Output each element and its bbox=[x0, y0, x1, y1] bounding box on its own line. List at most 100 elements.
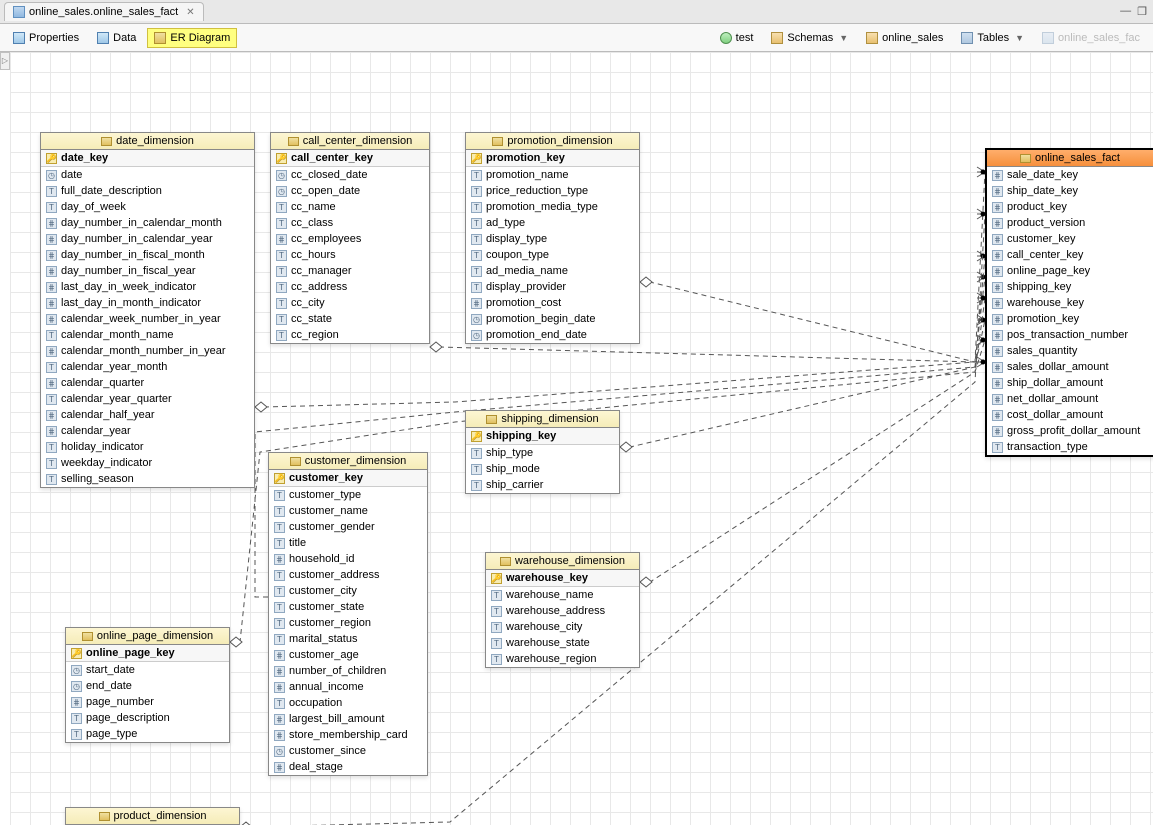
column-customer_name[interactable]: Tcustomer_name bbox=[269, 503, 427, 519]
breadcrumb-schemas[interactable]: Schemas ▼ bbox=[764, 28, 855, 48]
column-customer_type[interactable]: Tcustomer_type bbox=[269, 487, 427, 503]
close-icon[interactable]: ✕ bbox=[186, 7, 194, 18]
column-ship_dollar_amount[interactable]: ⋕ship_dollar_amount bbox=[987, 375, 1153, 391]
column-page_number[interactable]: ⋕page_number bbox=[66, 694, 229, 710]
column-deal_stage[interactable]: ⋕deal_stage bbox=[269, 759, 427, 775]
column-warehouse_state[interactable]: Twarehouse_state bbox=[486, 635, 639, 651]
column-calendar_half_year[interactable]: ⋕calendar_half_year bbox=[41, 407, 254, 423]
column-shipping_key[interactable]: 🔑shipping_key bbox=[466, 428, 619, 445]
column-selling_season[interactable]: Tselling_season bbox=[41, 471, 254, 487]
column-full_date_description[interactable]: Tfull_date_description bbox=[41, 183, 254, 199]
breadcrumb-connection[interactable]: test bbox=[713, 28, 761, 48]
column-warehouse_city[interactable]: Twarehouse_city bbox=[486, 619, 639, 635]
entity-call_center_dimension[interactable]: call_center_dimension🔑call_center_key◷cc… bbox=[270, 132, 430, 344]
column-customer_gender[interactable]: Tcustomer_gender bbox=[269, 519, 427, 535]
column-cc_hours[interactable]: Tcc_hours bbox=[271, 247, 429, 263]
column-sales_quantity[interactable]: ⋕sales_quantity bbox=[987, 343, 1153, 359]
column-promotion_key[interactable]: ⋕promotion_key bbox=[987, 311, 1153, 327]
column-sale_date_key[interactable]: ⋕sale_date_key bbox=[987, 167, 1153, 183]
column-cc_open_date[interactable]: ◷cc_open_date bbox=[271, 183, 429, 199]
breadcrumb-tables[interactable]: Tables ▼ bbox=[954, 28, 1031, 48]
column-end_date[interactable]: ◷end_date bbox=[66, 678, 229, 694]
diagram-canvas[interactable]: date_dimension🔑date_key◷dateTfull_date_d… bbox=[10, 52, 1153, 825]
column-number_of_children[interactable]: ⋕number_of_children bbox=[269, 663, 427, 679]
column-ship_type[interactable]: Tship_type bbox=[466, 445, 619, 461]
entity-product_dimension[interactable]: product_dimension🔑product_key🔑product_ve… bbox=[65, 807, 240, 825]
column-page_type[interactable]: Tpage_type bbox=[66, 726, 229, 742]
editor-tab[interactable]: online_sales.online_sales_fact ✕ bbox=[4, 2, 204, 21]
column-day_number_in_calendar_year[interactable]: ⋕day_number_in_calendar_year bbox=[41, 231, 254, 247]
column-ad_type[interactable]: Tad_type bbox=[466, 215, 639, 231]
column-calendar_quarter[interactable]: ⋕calendar_quarter bbox=[41, 375, 254, 391]
tab-properties[interactable]: Properties bbox=[6, 28, 86, 48]
entity-customer_dimension[interactable]: customer_dimension🔑customer_keyTcustomer… bbox=[268, 452, 428, 776]
column-holiday_indicator[interactable]: Tholiday_indicator bbox=[41, 439, 254, 455]
column-warehouse_name[interactable]: Twarehouse_name bbox=[486, 587, 639, 603]
column-online_page_key[interactable]: 🔑online_page_key bbox=[66, 645, 229, 662]
column-promotion_begin_date[interactable]: ◷promotion_begin_date bbox=[466, 311, 639, 327]
column-display_type[interactable]: Tdisplay_type bbox=[466, 231, 639, 247]
column-calendar_month_name[interactable]: Tcalendar_month_name bbox=[41, 327, 254, 343]
column-customer_address[interactable]: Tcustomer_address bbox=[269, 567, 427, 583]
column-ship_carrier[interactable]: Tship_carrier bbox=[466, 477, 619, 493]
entity-warehouse_dimension[interactable]: warehouse_dimension🔑warehouse_keyTwareho… bbox=[485, 552, 640, 668]
column-customer_state[interactable]: Tcustomer_state bbox=[269, 599, 427, 615]
column-customer_key[interactable]: ⋕customer_key bbox=[987, 231, 1153, 247]
column-net_dollar_amount[interactable]: ⋕net_dollar_amount bbox=[987, 391, 1153, 407]
minimize-icon[interactable]: — bbox=[1120, 5, 1131, 18]
column-pos_transaction_number[interactable]: ⋕pos_transaction_number bbox=[987, 327, 1153, 343]
column-calendar_month_number_in_year[interactable]: ⋕calendar_month_number_in_year bbox=[41, 343, 254, 359]
ruler-expand-icon[interactable]: ▷ bbox=[0, 52, 10, 70]
column-promotion_media_type[interactable]: Tpromotion_media_type bbox=[466, 199, 639, 215]
column-ship_mode[interactable]: Tship_mode bbox=[466, 461, 619, 477]
column-household_id[interactable]: ⋕household_id bbox=[269, 551, 427, 567]
column-warehouse_region[interactable]: Twarehouse_region bbox=[486, 651, 639, 667]
column-product_key[interactable]: ⋕product_key bbox=[987, 199, 1153, 215]
column-date[interactable]: ◷date bbox=[41, 167, 254, 183]
column-largest_bill_amount[interactable]: ⋕largest_bill_amount bbox=[269, 711, 427, 727]
column-cc_class[interactable]: Tcc_class bbox=[271, 215, 429, 231]
tab-data[interactable]: Data bbox=[90, 28, 143, 48]
column-call_center_key[interactable]: 🔑call_center_key bbox=[271, 150, 429, 167]
column-title[interactable]: Ttitle bbox=[269, 535, 427, 551]
column-customer_since[interactable]: ◷customer_since bbox=[269, 743, 427, 759]
column-last_day_in_week_indicator[interactable]: ⋕last_day_in_week_indicator bbox=[41, 279, 254, 295]
entity-date_dimension[interactable]: date_dimension🔑date_key◷dateTfull_date_d… bbox=[40, 132, 255, 488]
column-day_number_in_calendar_month[interactable]: ⋕day_number_in_calendar_month bbox=[41, 215, 254, 231]
column-display_provider[interactable]: Tdisplay_provider bbox=[466, 279, 639, 295]
column-last_day_in_month_indicator[interactable]: ⋕last_day_in_month_indicator bbox=[41, 295, 254, 311]
column-warehouse_address[interactable]: Twarehouse_address bbox=[486, 603, 639, 619]
column-cc_name[interactable]: Tcc_name bbox=[271, 199, 429, 215]
column-cc_state[interactable]: Tcc_state bbox=[271, 311, 429, 327]
entity-online_page_dimension[interactable]: online_page_dimension🔑online_page_key◷st… bbox=[65, 627, 230, 743]
column-cc_closed_date[interactable]: ◷cc_closed_date bbox=[271, 167, 429, 183]
column-ad_media_name[interactable]: Tad_media_name bbox=[466, 263, 639, 279]
column-start_date[interactable]: ◷start_date bbox=[66, 662, 229, 678]
tab-er-diagram[interactable]: ER Diagram bbox=[147, 28, 237, 48]
column-day_of_week[interactable]: Tday_of_week bbox=[41, 199, 254, 215]
column-page_description[interactable]: Tpage_description bbox=[66, 710, 229, 726]
column-cc_employees[interactable]: ⋕cc_employees bbox=[271, 231, 429, 247]
column-ship_date_key[interactable]: ⋕ship_date_key bbox=[987, 183, 1153, 199]
column-promotion_end_date[interactable]: ◷promotion_end_date bbox=[466, 327, 639, 343]
column-date_key[interactable]: 🔑date_key bbox=[41, 150, 254, 167]
column-calendar_year[interactable]: ⋕calendar_year bbox=[41, 423, 254, 439]
column-online_page_key[interactable]: ⋕online_page_key bbox=[987, 263, 1153, 279]
column-cc_manager[interactable]: Tcc_manager bbox=[271, 263, 429, 279]
column-promotion_key[interactable]: 🔑promotion_key bbox=[466, 150, 639, 167]
column-weekday_indicator[interactable]: Tweekday_indicator bbox=[41, 455, 254, 471]
entity-shipping_dimension[interactable]: shipping_dimension🔑shipping_keyTship_typ… bbox=[465, 410, 620, 494]
breadcrumb-schema[interactable]: online_sales bbox=[859, 28, 950, 48]
restore-icon[interactable]: ❐ bbox=[1137, 5, 1147, 18]
column-transaction_type[interactable]: Ttransaction_type bbox=[987, 439, 1153, 455]
column-customer_city[interactable]: Tcustomer_city bbox=[269, 583, 427, 599]
column-warehouse_key[interactable]: ⋕warehouse_key bbox=[987, 295, 1153, 311]
column-customer_region[interactable]: Tcustomer_region bbox=[269, 615, 427, 631]
column-day_number_in_fiscal_month[interactable]: ⋕day_number_in_fiscal_month bbox=[41, 247, 254, 263]
entity-online_sales_fact[interactable]: online_sales_fact⋕sale_date_key⋕ship_dat… bbox=[985, 148, 1153, 457]
column-cc_address[interactable]: Tcc_address bbox=[271, 279, 429, 295]
column-call_center_key[interactable]: ⋕call_center_key bbox=[987, 247, 1153, 263]
column-price_reduction_type[interactable]: Tprice_reduction_type bbox=[466, 183, 639, 199]
column-calendar_year_month[interactable]: Tcalendar_year_month bbox=[41, 359, 254, 375]
column-cc_city[interactable]: Tcc_city bbox=[271, 295, 429, 311]
